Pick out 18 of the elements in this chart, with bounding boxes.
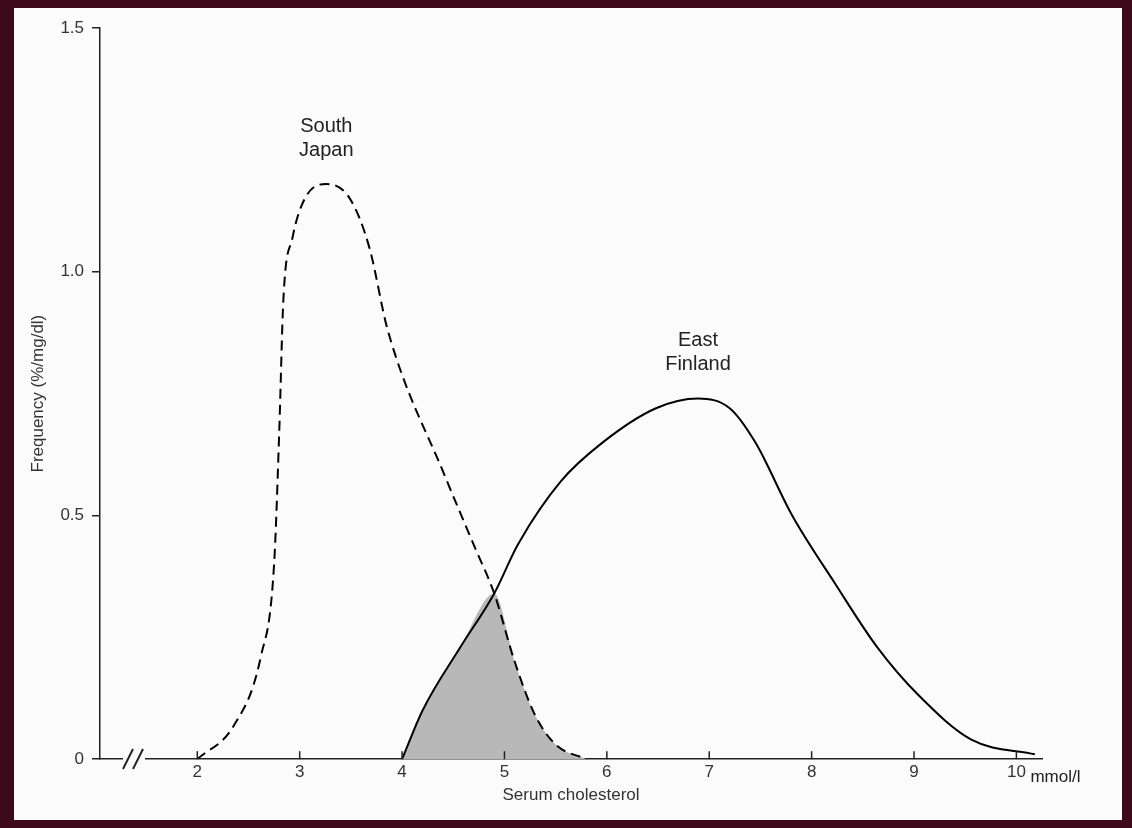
x-tick-label: 6 [602, 762, 612, 782]
x-tick-label: 9 [909, 762, 919, 782]
y-tick-label: 0.5 [60, 505, 85, 525]
x-tick-label: 2 [192, 762, 203, 782]
text: mmol/l [1030, 767, 1081, 787]
series-label: South Japan [299, 113, 354, 160]
y-tick-label: 1.0 [60, 261, 85, 281]
series-label: East Finland [665, 327, 731, 374]
x-tick-label: 3 [294, 762, 305, 782]
y-axis-title: Frequency (%/mg/dl) [27, 314, 47, 473]
x-axis-title: Serum cholesterol [502, 785, 640, 805]
x-tick-label: 5 [499, 762, 510, 782]
x-tick-label: 4 [397, 762, 407, 782]
x-tick-label: 7 [704, 762, 714, 782]
x-tick-label: 10 [1006, 762, 1026, 782]
y-tick-label: 0 [74, 748, 85, 768]
x-tick-label: 8 [806, 762, 817, 782]
y-tick-label: 1.5 [60, 17, 85, 37]
